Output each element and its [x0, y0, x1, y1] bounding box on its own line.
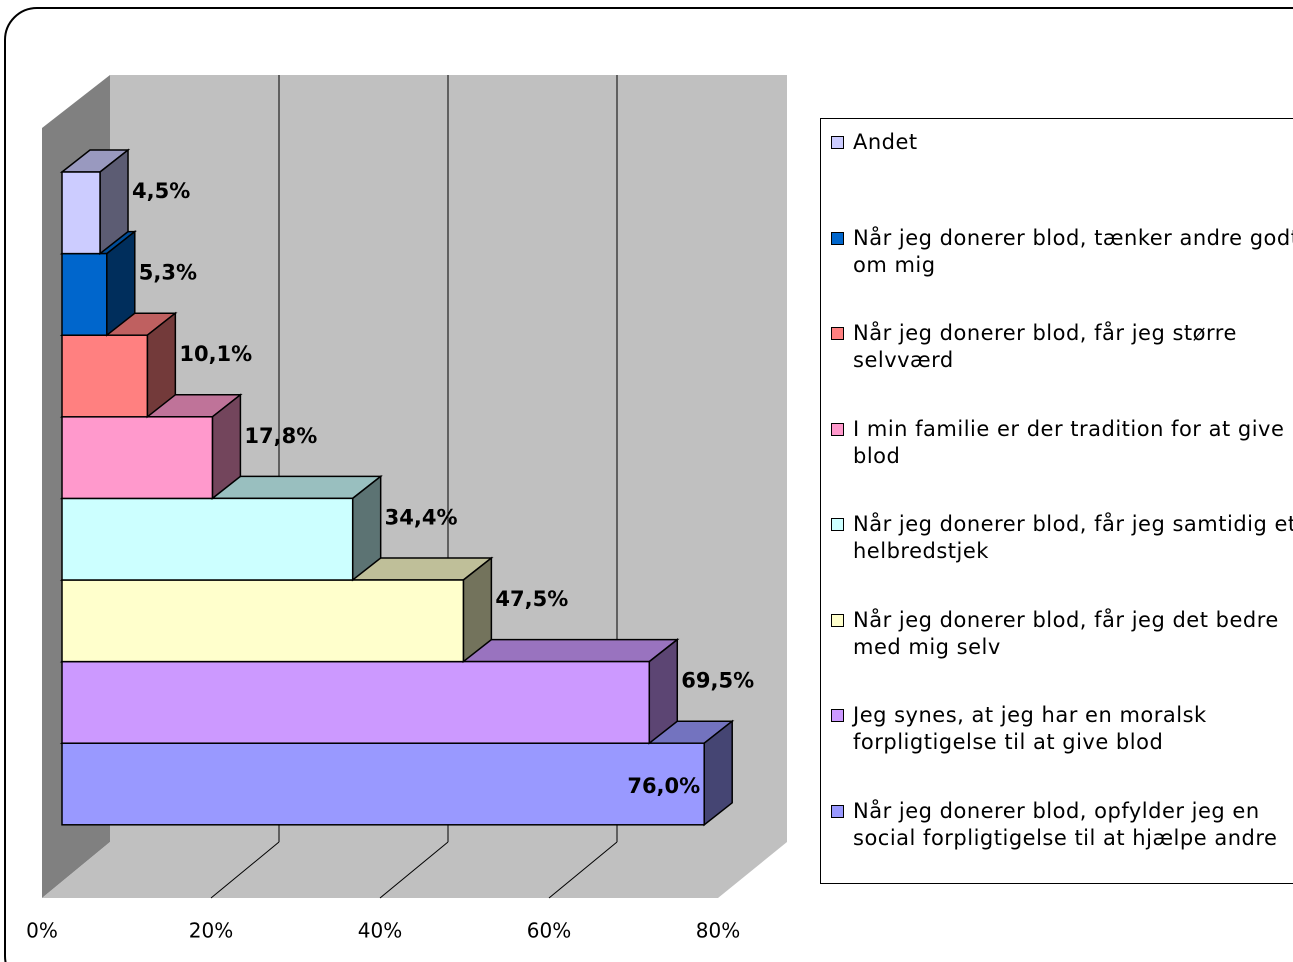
bar-front	[61, 742, 705, 826]
value-label: 5,3%	[139, 261, 197, 285]
legend-swatch	[831, 709, 844, 722]
legend-swatch	[831, 327, 844, 340]
legend-label: Når jeg donerer blod, får jeg samtidig e…	[853, 512, 1293, 563]
grid: 0% 20% 40% 60% 80%	[26, 75, 740, 943]
legend-label: Andet	[853, 130, 918, 154]
bar-front	[61, 660, 651, 744]
bars: 76,0% 69,5% 47,5% 34,4% 17,8% 10,1% 5,3% 4,5%	[59, 148, 754, 827]
bar-front	[61, 416, 214, 500]
legend-swatch	[831, 136, 844, 149]
bar	[59, 148, 131, 256]
legend-swatch	[831, 231, 844, 245]
legend-label: Når jeg donerer blod, får jeg det bedre …	[853, 607, 1279, 659]
legend-item: Når jeg donerer blod, tænker andre godt …	[831, 225, 1293, 279]
legend-label: I min familie er der tradition for at gi…	[853, 416, 1285, 468]
value-label: 10,1%	[179, 342, 252, 366]
floor-grid-line	[210, 841, 280, 899]
legend-item: Jeg synes, at jeg har en moralsk forplig…	[831, 702, 1293, 756]
bar-front	[61, 334, 149, 418]
bar-front	[61, 252, 108, 336]
legend-label: Når jeg donerer blod, opfylder jeg en so…	[853, 798, 1278, 850]
value-label: 76,0%	[627, 774, 700, 798]
legend-label: Når jeg donerer blod, får jeg større sel…	[853, 321, 1237, 372]
legend-item: Når jeg donerer blod, får jeg samtidig e…	[831, 511, 1293, 565]
x-tick-label: 40%	[358, 919, 402, 943]
legend-item: Andet	[831, 129, 1293, 156]
legend-item: Når jeg donerer blod, opfylder jeg en so…	[831, 798, 1293, 852]
value-label: 4,5%	[132, 179, 190, 203]
legend-label: Når jeg donerer blod, tænker andre godt …	[853, 225, 1293, 277]
x-tick-label: 80%	[696, 919, 740, 943]
legend-swatch	[831, 518, 844, 531]
legend-swatch	[831, 804, 844, 818]
floor-grid-line	[379, 841, 449, 899]
legend-label: Jeg synes, at jeg har en moralsk forplig…	[853, 703, 1207, 754]
x-tick-label: 20%	[189, 919, 233, 943]
bar-front	[61, 497, 354, 581]
value-label: 47,5%	[495, 587, 568, 611]
legend-item: Når jeg donerer blod, får jeg det bedre …	[831, 607, 1293, 661]
legend-item: I min familie er der tradition for at gi…	[831, 416, 1293, 470]
legend-item: Når jeg donerer blod, får jeg større sel…	[831, 320, 1293, 374]
floor-grid-line	[548, 841, 618, 899]
x-tick-label: 0%	[26, 919, 58, 943]
x-tick-label: 60%	[527, 919, 571, 943]
chart-frame	[4, 7, 1293, 962]
legend: Andet Når jeg donerer blod, tænker andre …	[820, 118, 1293, 884]
bar-front	[61, 171, 101, 255]
value-label: 17,8%	[244, 424, 317, 448]
bar-front	[61, 579, 465, 663]
value-label: 69,5%	[681, 669, 754, 693]
value-label: 34,4%	[385, 505, 458, 529]
legend-swatch	[831, 613, 844, 627]
legend-swatch	[831, 422, 844, 436]
